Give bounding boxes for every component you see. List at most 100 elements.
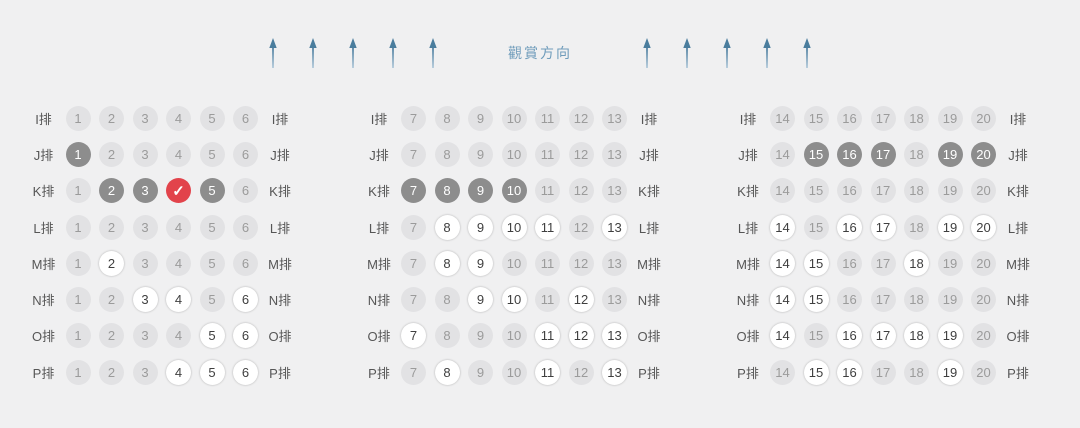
seat-M-17: 17 — [870, 250, 896, 276]
seat-J-10: 10 — [501, 141, 527, 167]
seat-J-14: 14 — [770, 141, 795, 167]
seat-J-2: 2 — [99, 141, 124, 167]
seat-L-13[interactable]: 13 — [602, 214, 627, 240]
row-label-right: O排 — [268, 329, 292, 345]
seat-M-8[interactable]: 8 — [434, 250, 460, 276]
seat-O-19[interactable]: 19 — [937, 323, 963, 349]
row-label-left: M排 — [367, 256, 391, 272]
seat-O-12[interactable]: 12 — [568, 323, 594, 349]
seat-O-5[interactable]: 5 — [199, 323, 225, 349]
seat-N-6[interactable]: 6 — [233, 287, 258, 313]
seat-P-16[interactable]: 16 — [837, 359, 862, 385]
seat-K-7: 7 — [401, 178, 426, 204]
row-label-right: P排 — [269, 365, 291, 381]
seat-O-1: 1 — [65, 323, 91, 349]
seat-L-11[interactable]: 11 — [535, 214, 560, 240]
up-arrow-icon — [388, 38, 398, 68]
seat-P-15[interactable]: 15 — [803, 359, 829, 385]
seat-L-17[interactable]: 17 — [870, 214, 896, 240]
seat-J-5: 5 — [199, 141, 225, 167]
row-label-right: I排 — [271, 111, 289, 127]
row-label-left: K排 — [737, 184, 759, 200]
seat-L-20[interactable]: 20 — [971, 214, 996, 240]
up-arrow-icon — [428, 38, 438, 68]
seat-N-19: 19 — [937, 287, 963, 313]
seat-block-left: I排 1 2 3 4 5 6 I排 J排 1 2 3 4 5 6 J排 K排 1 2 3 ✓ 5 6 K排 L排 1 2 3 4 5 6 L排… — [30, 100, 294, 390]
seat-O-13[interactable]: 13 — [602, 323, 627, 349]
up-arrow-icon — [642, 38, 652, 68]
seat-M-10: 10 — [501, 250, 527, 276]
seat-I-8: 8 — [434, 105, 460, 131]
seat-J-13: 13 — [602, 141, 627, 167]
seat-P-8[interactable]: 8 — [434, 359, 460, 385]
seat-K-20: 20 — [971, 178, 996, 204]
seat-row: K排 14 15 16 17 18 19 20 K排 — [735, 173, 1032, 209]
seat-K-18: 18 — [904, 178, 929, 204]
row-label-left: O排 — [367, 329, 391, 345]
seat-P-6[interactable]: 6 — [233, 359, 258, 385]
seat-M-18[interactable]: 18 — [904, 250, 929, 276]
seat-N-14[interactable]: 14 — [770, 287, 795, 313]
seat-O-11[interactable]: 11 — [535, 323, 560, 349]
row-label-right: N排 — [637, 293, 661, 309]
seat-L-8[interactable]: 8 — [434, 214, 460, 240]
seat-P-11[interactable]: 11 — [535, 359, 560, 385]
seat-M-16: 16 — [837, 250, 862, 276]
seat-L-9[interactable]: 9 — [468, 214, 493, 240]
seat-K-1: 1 — [65, 178, 91, 204]
seat-O-6[interactable]: 6 — [233, 323, 258, 349]
seat-M-15[interactable]: 15 — [803, 250, 829, 276]
viewing-direction-label: 觀賞方向 — [508, 45, 572, 61]
seat-K-8: 8 — [434, 178, 460, 204]
row-label-right: L排 — [638, 220, 660, 236]
seat-N-3[interactable]: 3 — [132, 287, 158, 313]
seat-N-5: 5 — [199, 287, 225, 313]
seat-O-7[interactable]: 7 — [401, 323, 426, 349]
seat-M-14[interactable]: 14 — [770, 250, 795, 276]
seat-P-19[interactable]: 19 — [937, 359, 963, 385]
row-label-right: K排 — [269, 184, 291, 200]
seat-P-5[interactable]: 5 — [199, 359, 225, 385]
seat-L-16[interactable]: 16 — [837, 214, 862, 240]
seat-K-5: 5 — [199, 178, 225, 204]
seat-row: O排 14 15 16 17 18 19 20 O排 — [735, 318, 1032, 354]
seat-O-18[interactable]: 18 — [904, 323, 929, 349]
seat-N-10[interactable]: 10 — [501, 287, 527, 313]
seat-J-17: 17 — [870, 141, 896, 167]
seat-I-1: 1 — [65, 105, 91, 131]
seat-selected-K-4[interactable]: ✓ — [166, 178, 191, 204]
seat-I-20: 20 — [971, 105, 996, 131]
row-label-right: I排 — [1009, 111, 1027, 127]
seat-O-17[interactable]: 17 — [870, 323, 896, 349]
seat-M-9[interactable]: 9 — [468, 250, 493, 276]
seat-J-19: 19 — [937, 141, 963, 167]
row-label-right: L排 — [269, 220, 291, 236]
seat-I-9: 9 — [468, 105, 493, 131]
seat-P-13[interactable]: 13 — [602, 359, 627, 385]
seat-P-4[interactable]: 4 — [166, 359, 191, 385]
seat-N-4[interactable]: 4 — [166, 287, 191, 313]
seat-I-2: 2 — [99, 105, 124, 131]
seat-N-15[interactable]: 15 — [803, 287, 829, 313]
row-label-right: J排 — [639, 147, 659, 163]
seat-N-9[interactable]: 9 — [468, 287, 493, 313]
row-label-right: N排 — [1006, 293, 1030, 309]
seat-L-12: 12 — [568, 214, 594, 240]
seat-J-6: 6 — [233, 141, 258, 167]
seat-N-1: 1 — [65, 287, 91, 313]
seat-M-2[interactable]: 2 — [99, 250, 124, 276]
seat-O-14[interactable]: 14 — [770, 323, 795, 349]
seat-O-20: 20 — [971, 323, 996, 349]
row-label-right: K排 — [1007, 184, 1029, 200]
seat-I-17: 17 — [870, 105, 896, 131]
seat-M-12: 12 — [568, 250, 594, 276]
seat-N-12[interactable]: 12 — [568, 287, 594, 313]
seat-L-14[interactable]: 14 — [770, 214, 795, 240]
seat-O-16[interactable]: 16 — [837, 323, 862, 349]
seat-L-10[interactable]: 10 — [501, 214, 527, 240]
seat-K-11: 11 — [535, 178, 560, 204]
seat-K-2: 2 — [99, 178, 124, 204]
row-label-right: L排 — [1007, 220, 1029, 236]
seat-row: L排 1 2 3 4 5 6 L排 — [30, 209, 294, 245]
seat-L-19[interactable]: 19 — [937, 214, 963, 240]
